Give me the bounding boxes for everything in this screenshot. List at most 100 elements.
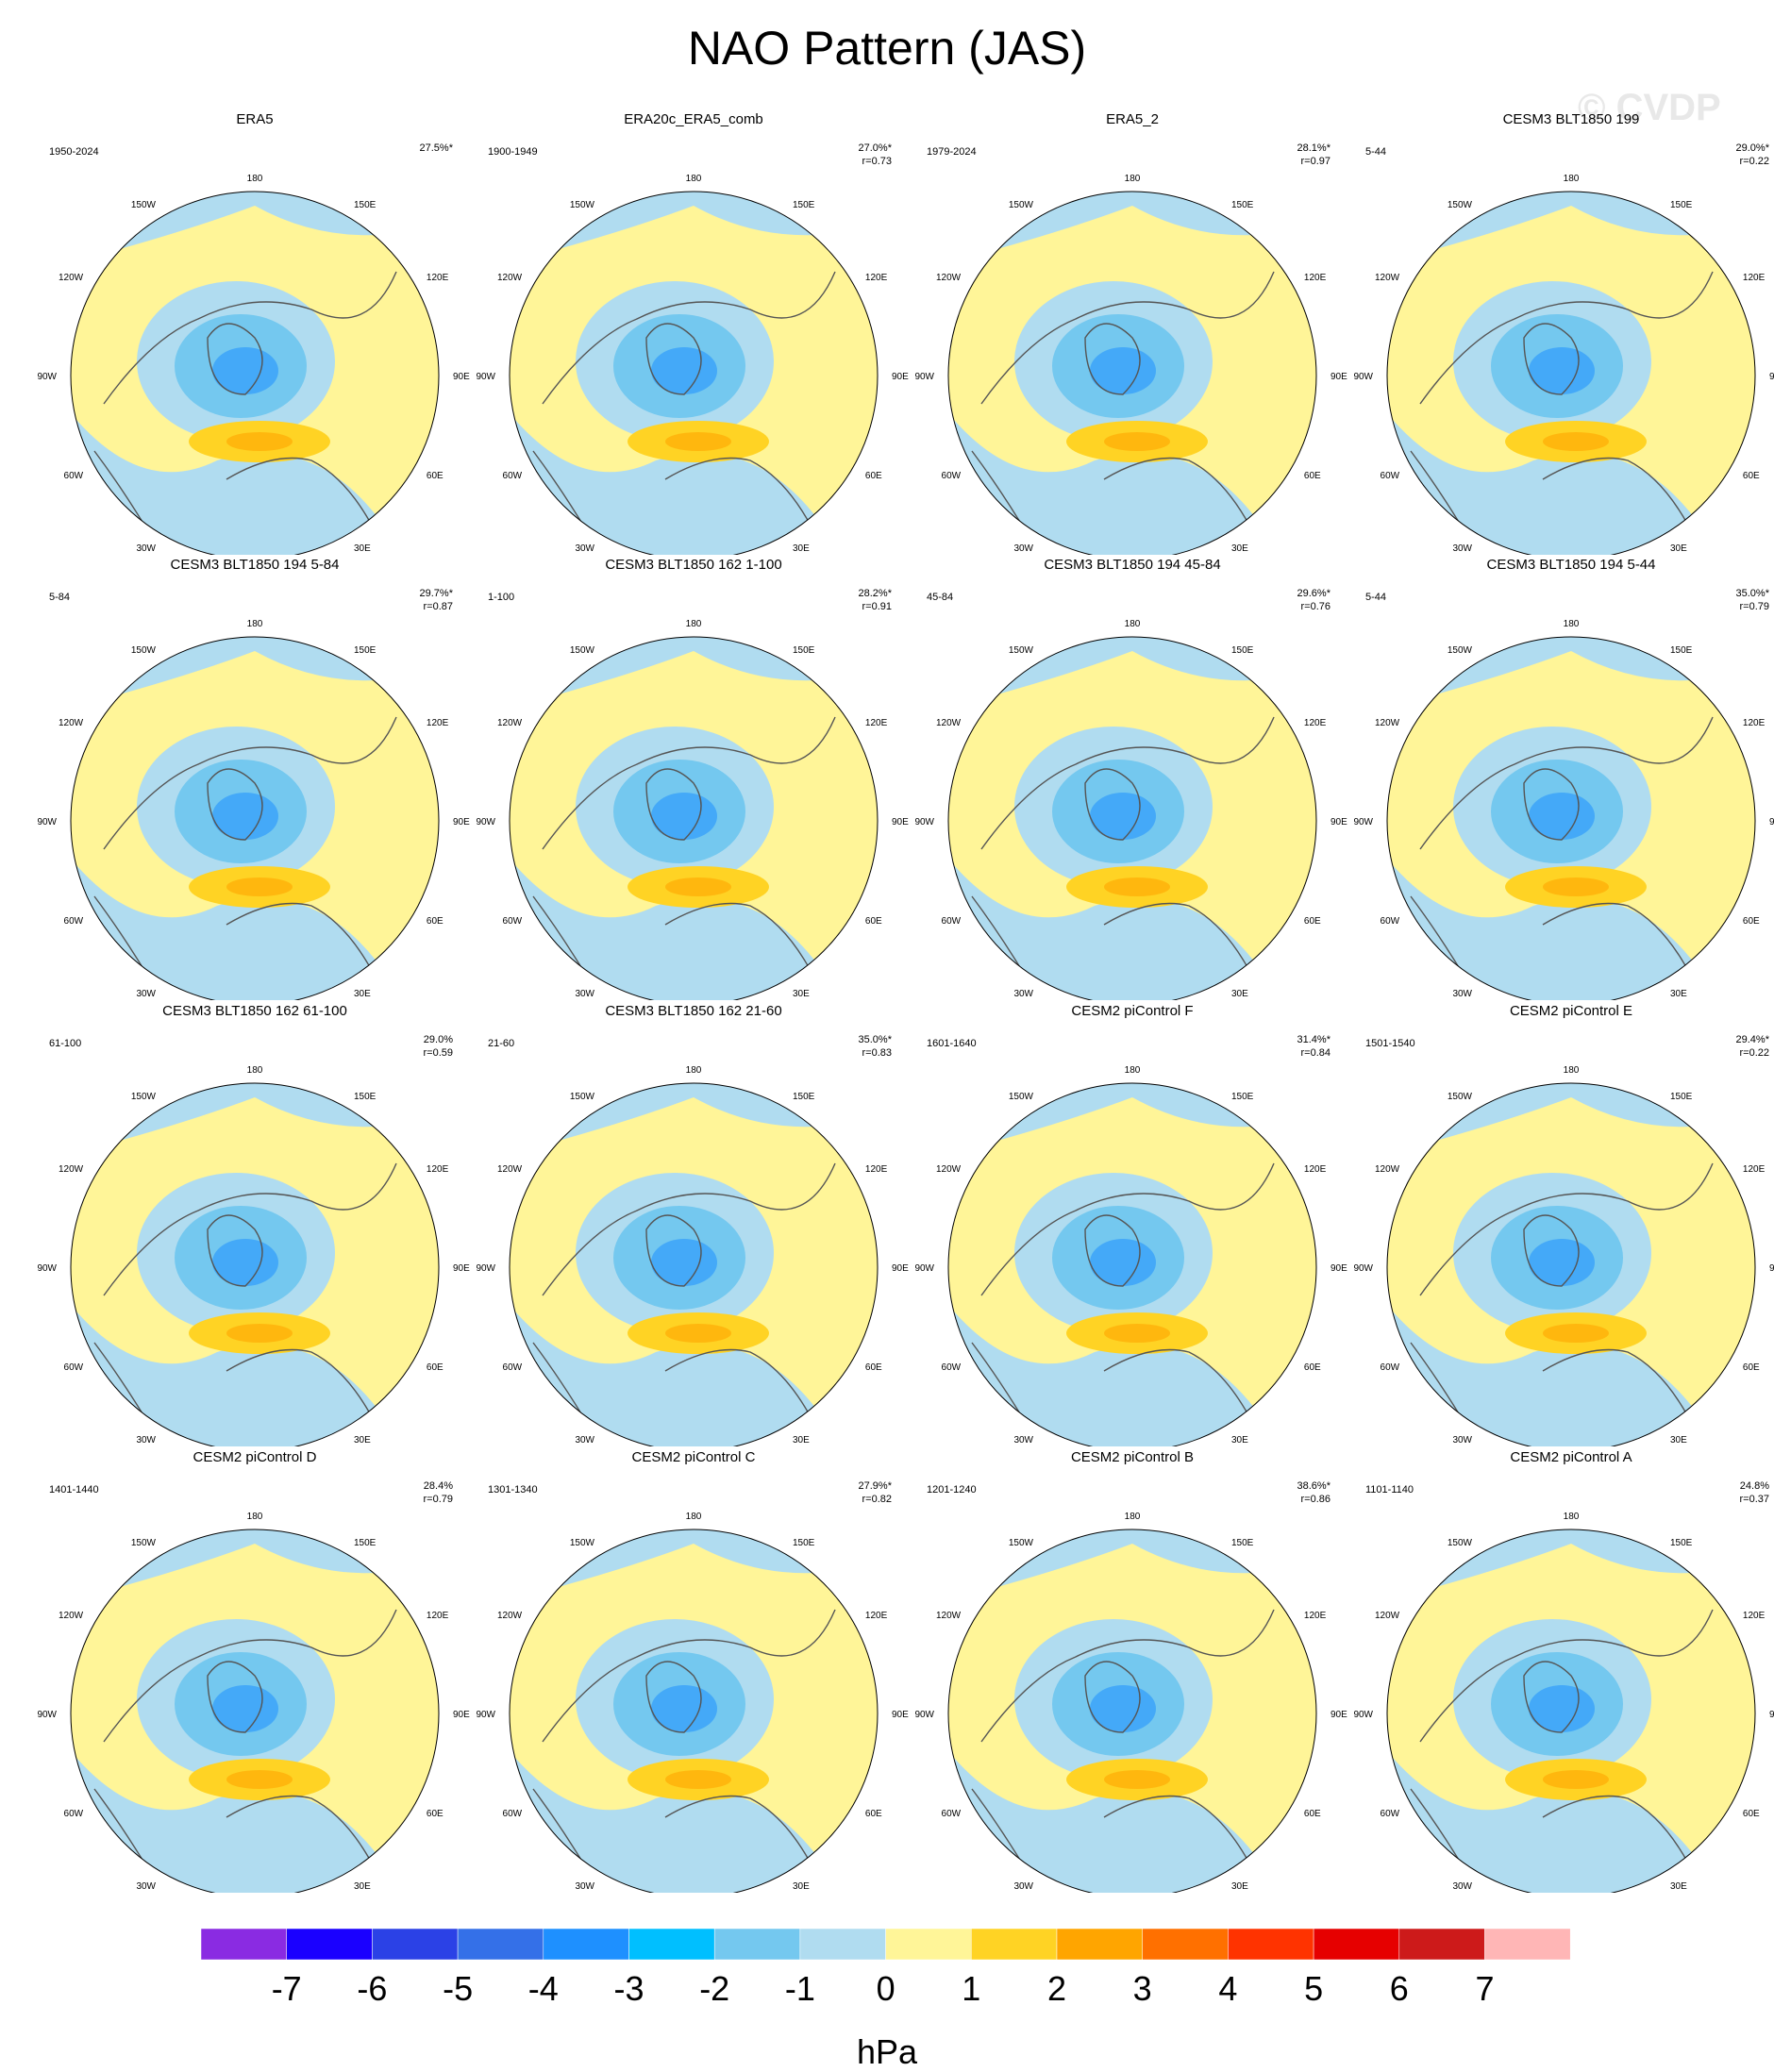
coastline bbox=[1084, 1661, 1141, 1733]
longitude-label: 180 bbox=[1564, 174, 1580, 184]
longitude-label: 90E bbox=[1330, 372, 1347, 382]
panel-years: 61-100 bbox=[49, 1038, 82, 1049]
longitude-label: 150E bbox=[1231, 645, 1254, 656]
longitude-label: 150E bbox=[1670, 200, 1693, 210]
longitude-label: 150W bbox=[131, 1538, 157, 1548]
longitude-label: 90E bbox=[892, 817, 909, 827]
colorbar-swatch bbox=[799, 1928, 886, 1961]
longitude-label: 60W bbox=[942, 1809, 962, 1819]
longitude-label: 180 bbox=[247, 174, 263, 184]
panel-correlation: r=0.97 bbox=[1300, 156, 1331, 167]
longitude-label: 120W bbox=[59, 1611, 84, 1621]
longitude-label: 180 bbox=[247, 619, 263, 629]
longitude-label: 30E bbox=[1231, 1881, 1248, 1892]
polar-map: 180150E120E90E60E30E030W60W90W120W150W bbox=[915, 619, 1347, 1000]
longitude-label: 60E bbox=[865, 1362, 882, 1373]
polar-map: 180150E120E90E60E30E030W60W90W120W150W bbox=[38, 1065, 470, 1446]
map-border bbox=[509, 1082, 879, 1446]
panel-variance: 27.0%* bbox=[858, 142, 892, 154]
coastline bbox=[1103, 1348, 1256, 1429]
longitude-label: 120W bbox=[1375, 1164, 1400, 1175]
longitude-label: 120W bbox=[497, 718, 523, 728]
map-panel: ERA20c_ERA5_comb 1900-1949 27.0%* r=0.73 180… bbox=[477, 111, 911, 555]
colorbar-swatch bbox=[1398, 1928, 1485, 1961]
longitude-label: 30E bbox=[1231, 543, 1248, 554]
polar-map: 180150E120E90E60E30E030W60W90W120W150W bbox=[38, 174, 470, 555]
longitude-label: 120E bbox=[427, 718, 449, 728]
longitude-label: 120E bbox=[1743, 273, 1766, 283]
polar-map: 180150E120E90E60E30E030W60W90W120W150W bbox=[38, 619, 470, 1000]
longitude-label: 150W bbox=[570, 200, 595, 210]
map-panel: CESM3 BLT1850 199 5-44 29.0%* r=0.22 180 150E… bbox=[1354, 111, 1774, 555]
panel-variance: 28.1%* bbox=[1297, 142, 1330, 154]
longitude-label: 30W bbox=[1013, 1435, 1033, 1445]
longitude-label: 120E bbox=[865, 1611, 888, 1621]
longitude-label: 90W bbox=[477, 1263, 496, 1274]
longitude-label: 120W bbox=[936, 718, 962, 728]
panel-years: 1950-2024 bbox=[49, 146, 99, 158]
high-pressure-core bbox=[226, 432, 293, 451]
longitude-label: 30W bbox=[1452, 989, 1472, 999]
longitude-label: 150E bbox=[354, 200, 377, 210]
panel-stats: 29.6%* r=0.76 bbox=[1297, 587, 1330, 613]
coastline bbox=[542, 1162, 836, 1296]
colorbar-tick-label: 7 bbox=[1475, 1969, 1494, 2008]
coastline bbox=[1523, 1214, 1580, 1287]
coastline bbox=[542, 1609, 836, 1743]
coastline bbox=[645, 323, 702, 395]
longitude-label: 180 bbox=[1125, 1512, 1141, 1522]
longitude-label: 150E bbox=[1231, 1092, 1254, 1102]
panel-correlation: r=0.82 bbox=[862, 1494, 893, 1505]
longitude-label: 120E bbox=[865, 273, 888, 283]
high-pressure-core bbox=[1543, 1324, 1609, 1343]
map-border bbox=[947, 636, 1317, 1000]
map-panel: CESM3 BLT1850 194 5-44 5-44 35.0%* r=0.79 18… bbox=[1354, 557, 1774, 1000]
low-pressure-core bbox=[651, 1239, 717, 1286]
map-border bbox=[509, 636, 879, 1000]
longitude-label: 30W bbox=[1013, 1881, 1033, 1892]
longitude-label: 30E bbox=[1231, 989, 1248, 999]
longitude-label: 60W bbox=[503, 471, 523, 481]
coastline bbox=[1523, 768, 1580, 841]
panel-stats: 28.1%* r=0.97 bbox=[1297, 142, 1330, 168]
colorbar-swatch bbox=[713, 1928, 801, 1961]
longitude-label: 30W bbox=[1013, 543, 1033, 554]
longitude-label: 180 bbox=[686, 619, 702, 629]
longitude-label: 120W bbox=[497, 1164, 523, 1175]
longitude-label: 30E bbox=[354, 543, 371, 554]
panel-years: 45-84 bbox=[927, 592, 954, 603]
coastline bbox=[1084, 768, 1141, 841]
longitude-label: 120E bbox=[1304, 273, 1327, 283]
panel-title: CESM2 piControl F bbox=[1071, 1003, 1194, 1019]
panel-years: 1-100 bbox=[488, 592, 515, 603]
map-border bbox=[947, 1529, 1317, 1893]
negative-anomaly-region bbox=[948, 859, 1316, 1000]
negative-anomaly-region bbox=[1387, 1305, 1755, 1446]
longitude-label: 60W bbox=[64, 916, 84, 927]
map-border bbox=[509, 1529, 879, 1893]
coastline bbox=[1103, 1795, 1256, 1875]
negative-anomaly-region bbox=[1387, 413, 1755, 555]
coastline bbox=[1542, 902, 1695, 982]
longitude-label: 150W bbox=[131, 1092, 157, 1102]
panel-variance: 24.8% bbox=[1739, 1480, 1769, 1492]
longitude-label: 60E bbox=[1743, 916, 1760, 927]
low-pressure-core bbox=[1529, 347, 1595, 394]
longitude-label: 60W bbox=[503, 1809, 523, 1819]
colorbar-tick-label: -2 bbox=[699, 1969, 729, 2008]
longitude-label: 150E bbox=[354, 1538, 377, 1548]
longitude-label: 90W bbox=[38, 817, 58, 827]
longitude-label: 90E bbox=[892, 1263, 909, 1274]
longitude-label: 60W bbox=[1381, 916, 1400, 927]
polar-map: 180150E120E90E60E30E030W60W90W120W150W bbox=[915, 1065, 1347, 1446]
coastline bbox=[103, 1162, 397, 1296]
coastline bbox=[1419, 271, 1714, 405]
coastline bbox=[207, 1661, 263, 1733]
panel-stats: 29.4%* r=0.22 bbox=[1736, 1033, 1769, 1060]
coastline bbox=[207, 323, 263, 395]
colorbar-tick-label: 6 bbox=[1390, 1969, 1409, 2008]
longitude-label: 60W bbox=[1381, 471, 1400, 481]
longitude-label: 150E bbox=[1231, 200, 1254, 210]
map-panel: CESM2 piControl D 1401-1440 28.4% r=0.79 180… bbox=[38, 1449, 472, 1893]
longitude-label: 150W bbox=[570, 1538, 595, 1548]
